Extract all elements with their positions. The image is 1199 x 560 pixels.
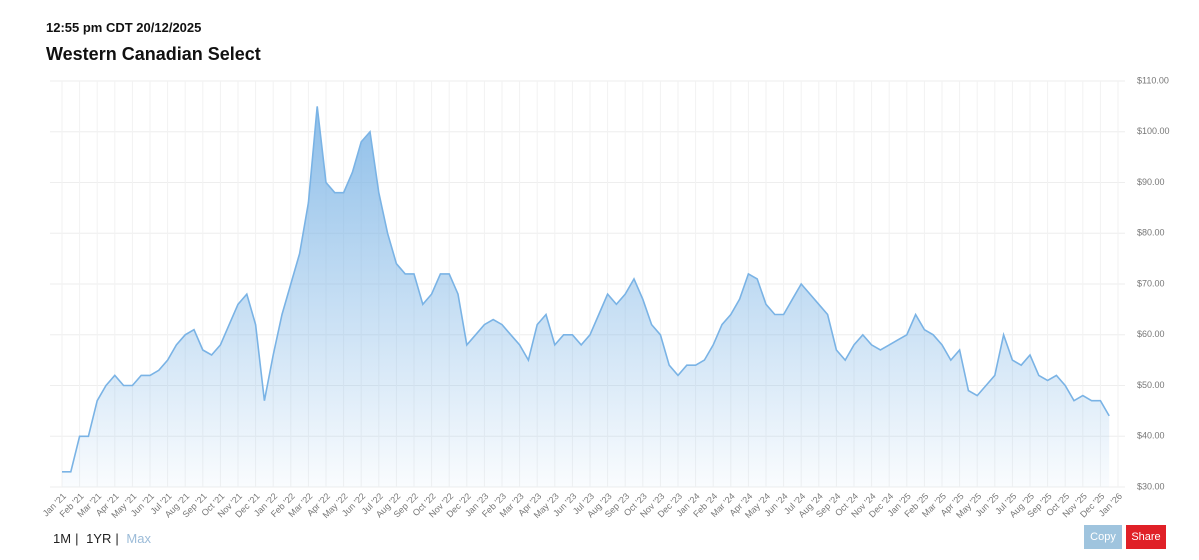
chart: $30.00 $40.00 $50.00 $60.00 $70.00 $80.00 $90.… [41,75,1170,520]
separator: | [75,531,79,546]
area [62,106,1110,488]
line [62,106,1110,473]
y-tick-label: $100.00 [1137,126,1170,136]
title: Western Canadian Select [46,44,261,64]
y-tick-label: $80.00 [1137,228,1165,238]
y-tick-label: $90.00 [1137,177,1165,187]
range-selector: 1M | 1YR | Max [53,531,155,546]
y-tick-label: $110.00 [1137,75,1169,85]
timestamp: 12:55 pm CDT 20/12/2025 [46,20,202,35]
range-max[interactable]: Max [126,531,151,546]
copy-button[interactable]: Copy [1084,525,1122,549]
range-1yr[interactable]: 1YR [86,531,112,546]
separator: | [115,531,119,546]
y-tick-label: $30.00 [1137,481,1165,491]
y-tick-label: $60.00 [1137,329,1165,339]
y-tick-label: $50.00 [1137,380,1165,390]
y-tick-label: $70.00 [1137,278,1165,288]
range-1m[interactable]: 1M [53,531,72,546]
share-button[interactable]: Share [1126,525,1166,549]
y-tick-label: $40.00 [1137,431,1165,441]
